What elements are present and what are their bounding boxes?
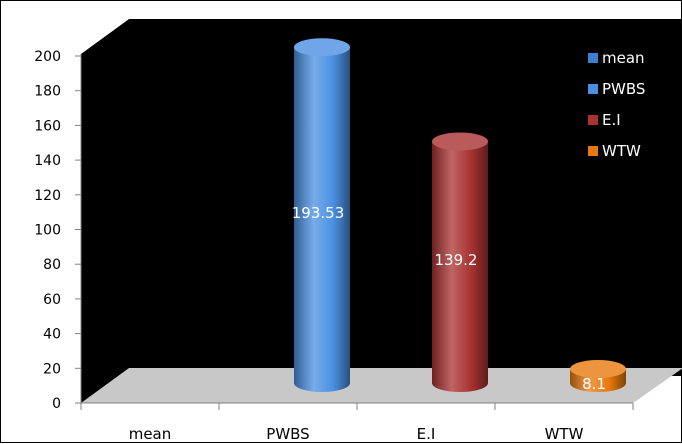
- y-tick-label: 20: [43, 361, 61, 377]
- legend-item: mean: [588, 49, 645, 67]
- legend-swatch: [588, 115, 598, 125]
- y-tick-label: 200: [34, 49, 61, 65]
- legend-item: E.I: [588, 111, 621, 129]
- y-tick-label: 0: [52, 396, 61, 412]
- legend-item: WTW: [588, 142, 641, 160]
- legend-swatch: [588, 53, 598, 63]
- bar-e-i: 139.2: [432, 132, 488, 392]
- bar-body: [294, 47, 350, 392]
- legend-label: PWBS: [602, 80, 645, 98]
- bar-wtw: 8.1: [570, 359, 626, 393]
- y-tick-label: 80: [43, 257, 61, 273]
- chart-side-wall: [81, 19, 129, 403]
- legend-label: E.I: [602, 111, 621, 129]
- y-tick-label: 100: [34, 223, 61, 239]
- legend: mean PWBS E.I WTW: [588, 49, 645, 160]
- y-tick-label: 180: [34, 84, 61, 100]
- legend-swatch: [588, 146, 598, 156]
- bar-body: [432, 141, 488, 392]
- x-axis: mean PWBS E.I WTW: [80, 402, 634, 443]
- bars: 193.53 139.2 8.1: [292, 38, 626, 393]
- legend-label: mean: [602, 49, 645, 67]
- bar-top: [432, 132, 488, 151]
- y-tick-label: 60: [43, 292, 61, 308]
- bar-top: [294, 38, 350, 57]
- y-tick-label: 160: [34, 118, 61, 134]
- y-axis: 0 20 40 60 80 100 120 140 160 180 200: [34, 49, 82, 412]
- x-tick-label: WTW: [545, 425, 584, 443]
- legend-item: PWBS: [588, 80, 645, 98]
- y-tick-label: 40: [43, 327, 61, 343]
- data-label: 193.53: [292, 204, 345, 222]
- x-tick-label: E.I: [417, 425, 436, 443]
- chart-floor: [81, 368, 682, 403]
- data-label: 8.1: [582, 375, 606, 393]
- legend-swatch: [588, 84, 598, 94]
- chart-back-wall: [129, 19, 682, 376]
- x-tick-label: PWBS: [266, 425, 309, 443]
- bar-pwbs: 193.53: [292, 38, 350, 392]
- y-tick-label: 120: [34, 188, 61, 204]
- y-tick-label: 140: [34, 153, 61, 169]
- data-label: 139.2: [435, 251, 478, 269]
- x-tick-label: mean: [129, 425, 172, 443]
- bar-top: [570, 359, 626, 378]
- legend-label: WTW: [602, 142, 641, 160]
